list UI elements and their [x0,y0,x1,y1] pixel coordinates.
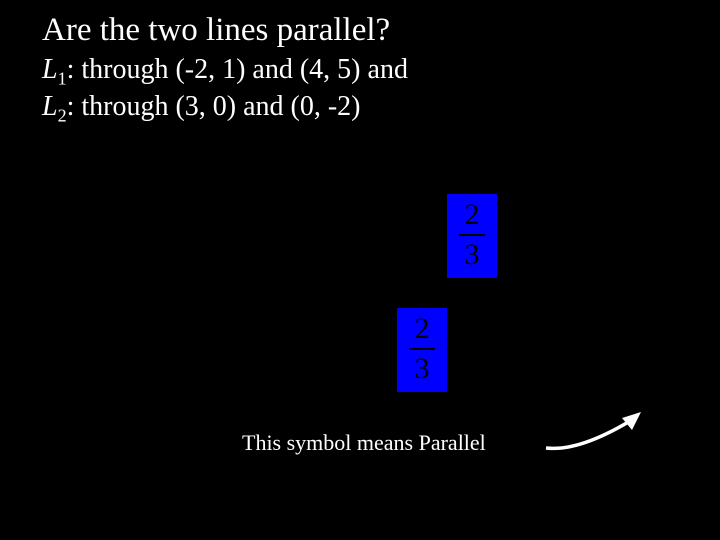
footer-caption: This symbol means Parallel [242,430,486,456]
fraction-box-2: 2 3 [397,308,447,392]
fraction-1-numerator: 2 [457,200,487,230]
line-2-text: : through (3, 0) and (0, -2) [67,91,361,122]
line-1-description: L1: through (-2, 1) and (4, 5) and [42,53,678,90]
line-1-var: L [42,54,58,85]
fraction-1-denominator: 3 [457,240,487,270]
fraction-2-numerator: 2 [407,314,437,344]
slide-title: Are the two lines parallel? [42,12,678,49]
fraction-2-bar [409,348,435,350]
slide-content: Are the two lines parallel? L1: through … [42,12,678,528]
fraction-box-1: 2 3 [447,194,497,278]
line-2-description: L2: through (3, 0) and (0, -2) [42,90,678,127]
fraction-2-denominator: 3 [407,354,437,384]
line-2-var: L [42,91,58,122]
line-2-sub: 2 [58,106,67,126]
curved-arrow-icon [540,406,650,454]
line-1-sub: 1 [58,69,67,89]
line-1-text: : through (-2, 1) and (4, 5) and [67,54,408,85]
fraction-1-bar [459,234,485,236]
